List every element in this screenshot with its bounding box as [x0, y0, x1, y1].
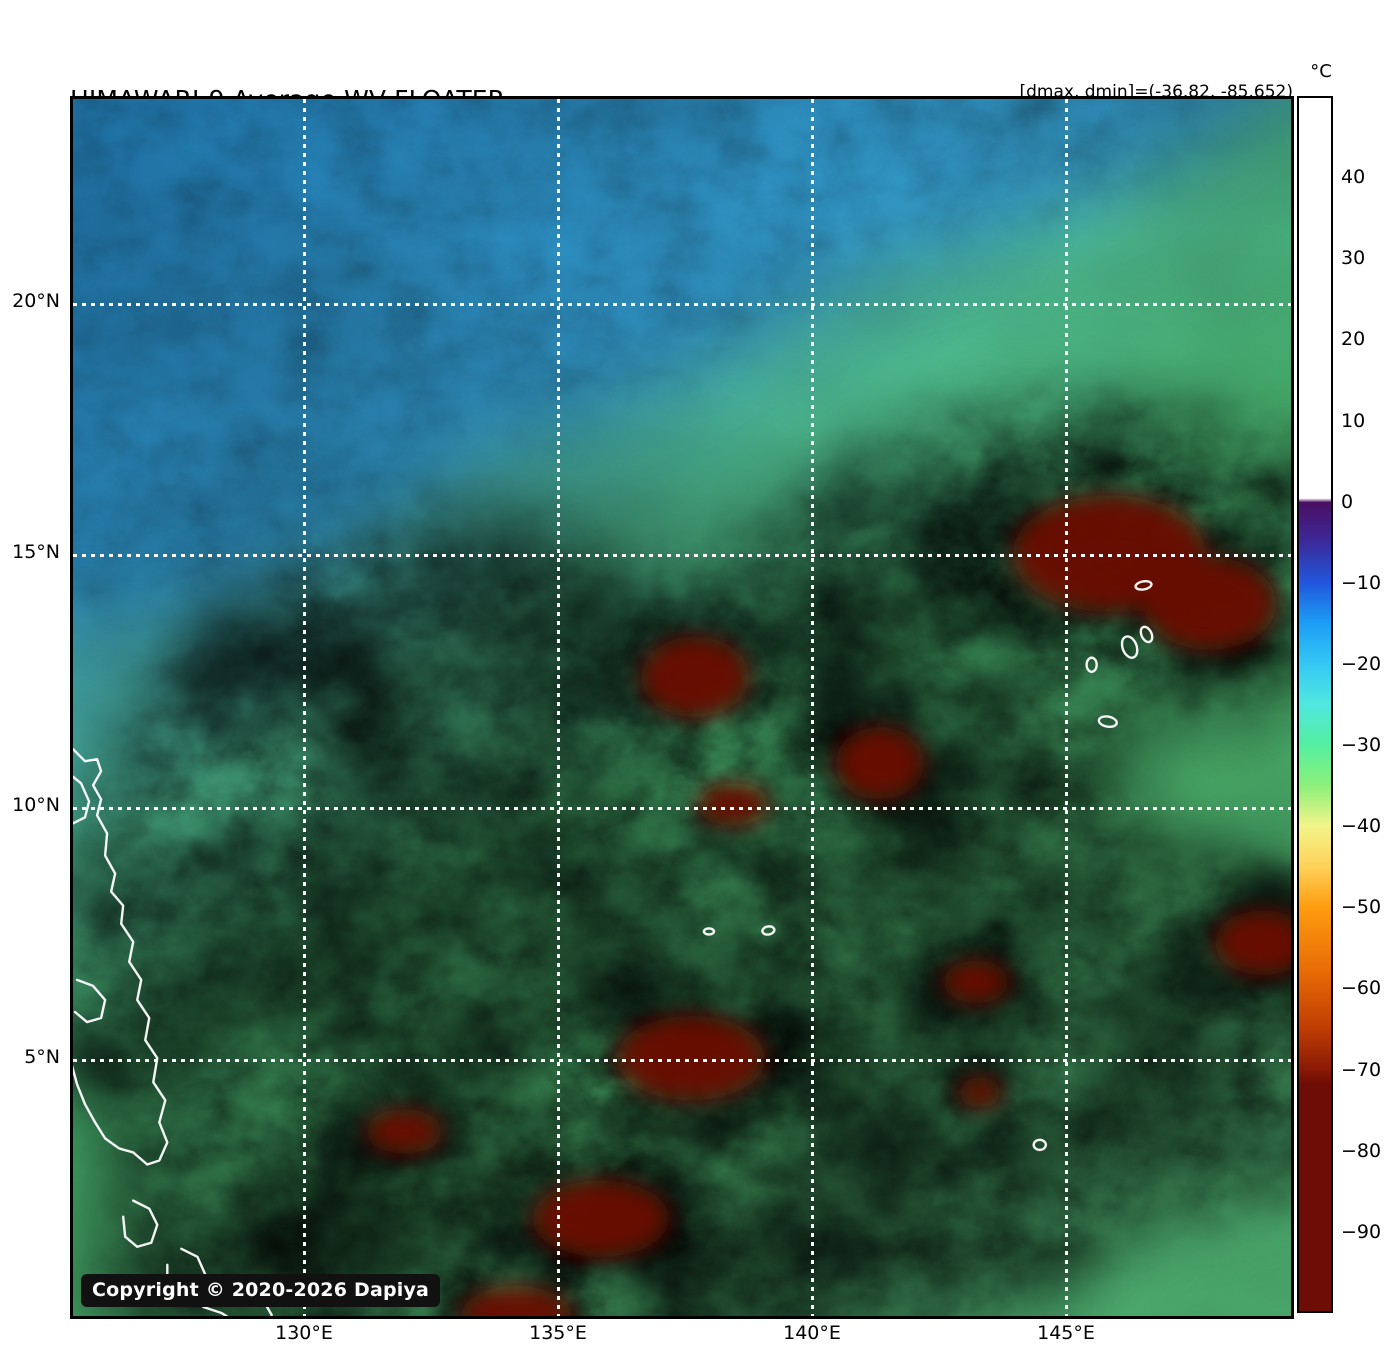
colorbar-tick-minus10: −10: [1341, 571, 1382, 594]
colorbar-tick-40: 40: [1341, 166, 1366, 189]
colorbar-unit-label: °C: [1310, 61, 1332, 82]
xtick-label-130E: 130°E: [275, 1322, 333, 1344]
colorbar-tick-minus60: −60: [1341, 977, 1382, 1000]
colorbar-tick-minus30: −30: [1341, 734, 1382, 757]
xtick-label-145E: 145°E: [1037, 1322, 1095, 1344]
colorbar-tick-minus70: −70: [1341, 1058, 1382, 1081]
copyright-badge: Copyright © 2020-2026 Dapiya: [81, 1274, 441, 1307]
xtick-label-140E: 140°E: [783, 1322, 841, 1344]
satellite-image-canvas: Copyright © 2020-2026 Dapiya: [73, 99, 1291, 1316]
colorbar: [1297, 96, 1333, 1313]
colorbar-tick-minus40: −40: [1341, 815, 1382, 838]
colorbar-tick-minus80: −80: [1341, 1139, 1382, 1162]
colorbar-gradient: [1299, 98, 1331, 1311]
colorbar-tick-minus90: −90: [1341, 1220, 1382, 1243]
ytick-label-20N: 20°N: [12, 290, 60, 312]
colorbar-tick-10: 10: [1341, 409, 1366, 432]
ytick-label-5N: 5°N: [24, 1046, 60, 1068]
colorbar-tick-20: 20: [1341, 328, 1366, 351]
colorbar-tick-minus50: −50: [1341, 896, 1382, 919]
colorbar-tick-0: 0: [1341, 490, 1354, 513]
xtick-label-135E: 135°E: [529, 1322, 587, 1344]
colorbar-tick-minus20: −20: [1341, 652, 1382, 675]
ytick-label-10N: 10°N: [12, 794, 60, 816]
satellite-plot-area: Copyright © 2020-2026 Dapiya: [70, 96, 1294, 1319]
colorbar-tick-30: 30: [1341, 247, 1366, 270]
water-vapor-imagery: [73, 99, 1291, 1316]
ytick-label-15N: 15°N: [12, 541, 60, 563]
